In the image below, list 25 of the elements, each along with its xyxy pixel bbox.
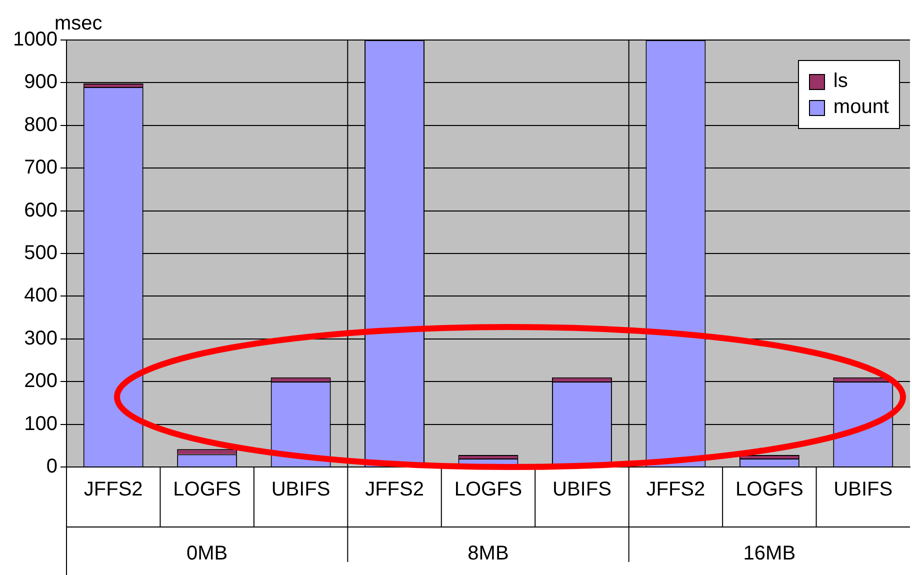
x-tick-label: JFFS2 — [646, 478, 706, 501]
x-tick-label: JFFS2 — [365, 478, 424, 501]
y-tick-label: 700 — [24, 156, 58, 179]
x-tick-label: LOGFS — [454, 478, 522, 501]
y-tick-label: 0 — [46, 456, 58, 478]
y-tick-label: 200 — [24, 370, 58, 392]
y-tick-label: 800 — [24, 114, 58, 136]
x-tick-label: UBIFS — [271, 478, 330, 501]
y-tick-label: 1000 — [12, 28, 58, 51]
text: 0MB — [186, 542, 228, 565]
x-tick-label: LOGFS — [736, 478, 804, 501]
x-tick-label: JFFS2 — [84, 478, 143, 501]
y-tick-label: 300 — [24, 327, 58, 350]
y-tick-label: 600 — [24, 199, 58, 222]
y-tick-label: 100 — [24, 412, 58, 435]
legend-label: mount — [833, 96, 889, 119]
x-tick-label: UBIFS — [552, 478, 612, 501]
y-tick-label: 900 — [24, 71, 58, 94]
y-tick-label: 400 — [24, 284, 58, 307]
legend-label: ls — [833, 70, 848, 93]
text: 8MB — [468, 542, 509, 565]
text: 16MB — [743, 542, 796, 565]
y-tick-label: 500 — [24, 242, 58, 264]
x-tick-label: LOGFS — [173, 478, 241, 501]
x-tick-label: UBIFS — [834, 478, 893, 501]
